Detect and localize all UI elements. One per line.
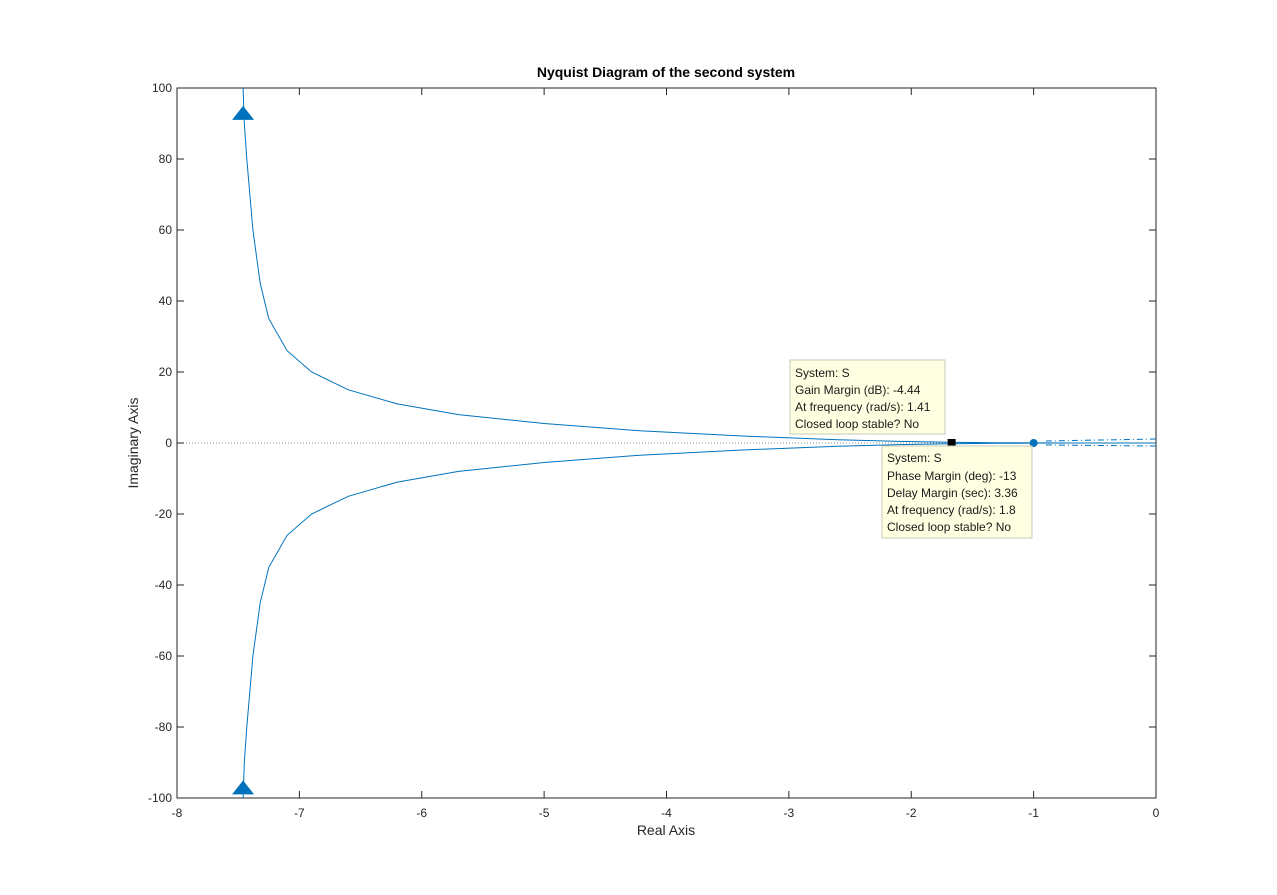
marker-group [947, 439, 1038, 447]
origin-tail-upper [1045, 438, 1157, 442]
phase-margin-datatip-line: At frequency (rad/s): 1.8 [887, 503, 1016, 517]
y-axis-label: Imaginary Axis [125, 397, 141, 488]
phase-margin-datatip-line: Delay Margin (sec): 3.36 [887, 486, 1018, 500]
gain-margin-datatip-line: At frequency (rad/s): 1.41 [795, 400, 931, 414]
y-tick-label: 80 [159, 152, 173, 166]
gain-margin-datatip-box [789, 359, 946, 435]
y-tick-label: 20 [159, 365, 173, 379]
phase-margin-datatip-line: Phase Margin (deg): -13 [887, 469, 1017, 483]
x-tick-label: -4 [661, 806, 672, 820]
y-tick-label: 40 [159, 294, 173, 308]
x-tick-label: -8 [172, 806, 183, 820]
x-tick-label: -1 [1028, 806, 1039, 820]
critical-point[interactable] [1029, 439, 1038, 447]
direction-arrows [232, 105, 255, 795]
series-group [242, 87, 1157, 799]
phase-margin-datatip-box [881, 445, 1033, 539]
nyquist-curve-positive [242, 87, 1156, 444]
x-tick-label: -5 [539, 806, 550, 820]
x-tick-label: -2 [906, 806, 917, 820]
direction-arrow [232, 780, 255, 795]
y-tick-label: -80 [155, 720, 173, 734]
y-tick-label: -40 [155, 578, 173, 592]
chart-title: Nyquist Diagram of the second system [537, 64, 795, 80]
gain-margin-datatip-line: System: S [795, 366, 850, 380]
direction-arrow [232, 105, 255, 120]
x-tick-label: -3 [784, 806, 795, 820]
x-tick-label: 0 [1153, 806, 1160, 820]
nyquist-curve-negative [242, 442, 1156, 799]
y-tick-label: 0 [165, 436, 172, 450]
x-axis-label: Real Axis [637, 822, 695, 838]
gain-margin-datatip-line: Gain Margin (dB): -4.44 [795, 383, 921, 397]
y-tick-label: 60 [159, 223, 173, 237]
gain-margin-datatip[interactable]: System: S Gain Margin (dB): -4.44 At fre… [789, 359, 946, 435]
x-tick-label: -6 [416, 806, 427, 820]
y-tick-label: -100 [148, 791, 172, 805]
y-tick-label: -20 [155, 507, 173, 521]
phase-margin-datatip-line: Closed loop stable? No [887, 520, 1011, 534]
x-tick-label: -7 [294, 806, 305, 820]
y-ticks: -100 -80 -60 -40 -20 0 20 40 60 80 100 [148, 81, 1156, 805]
y-tick-label: 100 [152, 81, 172, 95]
y-tick-label: -60 [155, 649, 173, 663]
gain-margin-point[interactable] [947, 439, 956, 447]
phase-margin-datatip[interactable]: System: S Phase Margin (deg): -13 Delay … [881, 445, 1033, 539]
gain-margin-datatip-line: Closed loop stable? No [795, 417, 919, 431]
x-ticks: -8 -7 -6 -5 -4 -3 -2 -1 0 [172, 88, 1160, 820]
phase-margin-datatip-line: System: S [887, 451, 942, 465]
origin-tail-lower [1045, 444, 1157, 447]
